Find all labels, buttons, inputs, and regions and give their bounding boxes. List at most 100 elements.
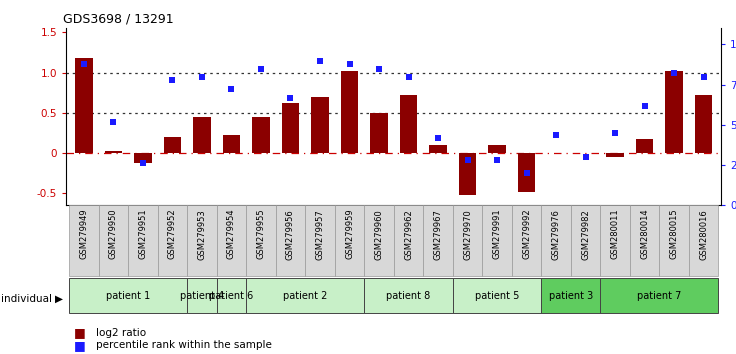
Bar <box>512 205 541 276</box>
Text: GSM279956: GSM279956 <box>286 209 295 259</box>
Point <box>550 132 562 137</box>
Text: ■: ■ <box>74 326 85 339</box>
Text: GSM279950: GSM279950 <box>109 209 118 259</box>
Point <box>373 66 385 72</box>
Text: GSM279970: GSM279970 <box>463 209 472 259</box>
Bar <box>335 205 364 276</box>
Bar <box>75 58 93 153</box>
Point <box>698 74 710 79</box>
Point <box>107 119 119 125</box>
Text: GSM279976: GSM279976 <box>551 209 561 260</box>
Text: GSM279952: GSM279952 <box>168 209 177 259</box>
Point <box>432 135 444 141</box>
Bar <box>282 103 300 153</box>
Text: patient 8: patient 8 <box>386 291 431 301</box>
Text: GSM279953: GSM279953 <box>197 209 207 259</box>
Text: GSM279954: GSM279954 <box>227 209 236 259</box>
Bar <box>216 278 247 313</box>
Text: GSM279960: GSM279960 <box>375 209 383 259</box>
Bar <box>364 205 394 276</box>
Bar <box>222 135 241 153</box>
Point <box>403 74 414 79</box>
Text: patient 3: patient 3 <box>548 291 593 301</box>
Bar <box>636 138 654 153</box>
Point <box>196 74 208 79</box>
Point <box>580 154 592 160</box>
Point <box>255 66 267 72</box>
Text: GSM279955: GSM279955 <box>256 209 266 259</box>
Bar <box>128 205 158 276</box>
Text: patient 2: patient 2 <box>283 291 328 301</box>
Text: GSM279962: GSM279962 <box>404 209 413 259</box>
Bar <box>158 205 187 276</box>
Bar <box>541 205 571 276</box>
Bar <box>163 137 181 153</box>
Bar <box>429 145 447 153</box>
Bar <box>69 205 99 276</box>
Bar <box>216 205 247 276</box>
Bar <box>187 205 216 276</box>
Bar <box>370 113 388 153</box>
Point <box>166 77 178 82</box>
Bar <box>601 205 630 276</box>
Text: GSM279967: GSM279967 <box>434 209 442 260</box>
Point <box>491 158 503 163</box>
Bar <box>517 153 535 192</box>
Bar <box>134 153 152 163</box>
Bar <box>488 145 506 153</box>
Bar <box>695 95 712 153</box>
Text: patient 7: patient 7 <box>637 291 682 301</box>
Bar <box>394 205 423 276</box>
Bar <box>482 205 512 276</box>
Point <box>520 170 532 176</box>
Bar <box>423 205 453 276</box>
Text: patient 6: patient 6 <box>209 291 254 301</box>
Text: ▶: ▶ <box>55 294 63 304</box>
Text: patient 4: patient 4 <box>180 291 224 301</box>
Bar <box>400 95 417 153</box>
Text: patient 5: patient 5 <box>475 291 519 301</box>
Bar <box>630 205 659 276</box>
Text: GSM280015: GSM280015 <box>670 209 679 259</box>
Bar <box>69 278 187 313</box>
Bar <box>247 278 364 313</box>
Bar <box>247 205 276 276</box>
Bar <box>571 205 601 276</box>
Bar <box>341 71 358 153</box>
Bar <box>541 278 601 313</box>
Bar <box>364 278 453 313</box>
Point <box>285 95 297 100</box>
Point <box>461 158 473 163</box>
Point <box>344 61 355 67</box>
Text: patient 1: patient 1 <box>106 291 150 301</box>
Bar <box>689 205 718 276</box>
Point <box>226 87 238 92</box>
Bar <box>105 152 122 153</box>
Bar <box>311 97 329 153</box>
Bar <box>187 278 216 313</box>
Text: log2 ratio: log2 ratio <box>96 328 146 338</box>
Bar <box>193 117 210 153</box>
Text: GSM279992: GSM279992 <box>522 209 531 259</box>
Text: GSM279957: GSM279957 <box>316 209 325 259</box>
Point <box>668 70 680 76</box>
Text: GSM279991: GSM279991 <box>492 209 501 259</box>
Text: GDS3698 / 13291: GDS3698 / 13291 <box>63 13 174 26</box>
Point <box>78 61 90 67</box>
Bar <box>252 117 270 153</box>
Text: GSM279949: GSM279949 <box>79 209 88 259</box>
Bar <box>606 153 624 157</box>
Bar <box>453 205 482 276</box>
Bar <box>659 205 689 276</box>
Bar <box>99 205 128 276</box>
Text: percentile rank within the sample: percentile rank within the sample <box>96 340 272 350</box>
Bar <box>453 278 541 313</box>
Text: GSM280014: GSM280014 <box>640 209 649 259</box>
Point <box>609 130 621 136</box>
Text: GSM279982: GSM279982 <box>581 209 590 259</box>
Point <box>314 58 326 63</box>
Bar <box>459 153 476 195</box>
Text: GSM279959: GSM279959 <box>345 209 354 259</box>
Text: GSM280011: GSM280011 <box>611 209 620 259</box>
Text: ■: ■ <box>74 339 85 352</box>
